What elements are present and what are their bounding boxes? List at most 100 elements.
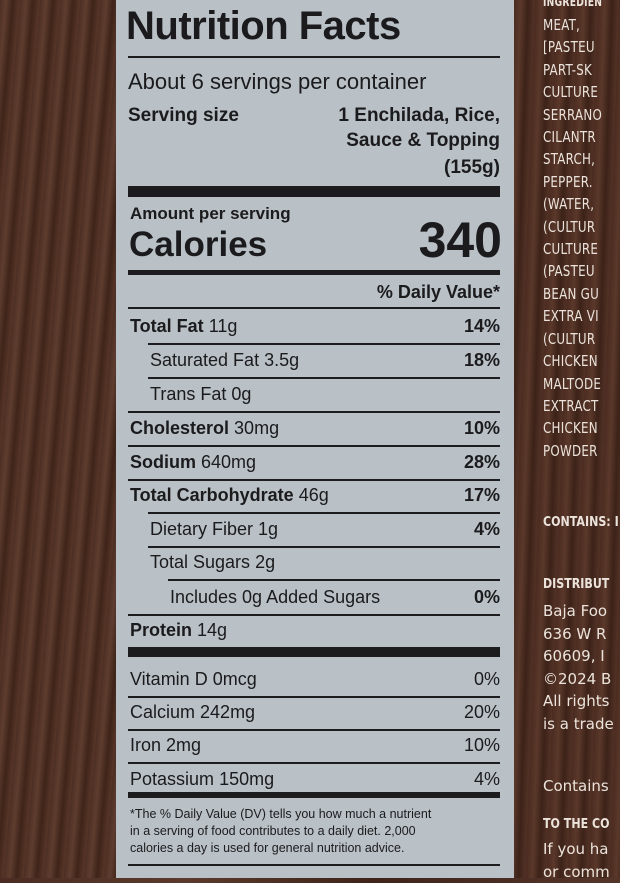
divider	[128, 411, 500, 413]
text-line: Baja Foo	[543, 600, 614, 623]
footnote-line: *The % Daily Value (DV) tells you how mu…	[130, 806, 431, 823]
serving-size-value-1: 1 Enchilada, Rice,	[338, 104, 500, 128]
divider	[128, 864, 500, 866]
text-line: (CULTUR	[543, 328, 602, 350]
vitamin-amount: 0mcg	[213, 669, 257, 689]
nutrient-amount: 1g	[258, 519, 278, 539]
nutrient-name: Saturated Fat	[150, 350, 259, 370]
divider	[128, 479, 500, 481]
nutrient-name: Total Carbohydrate	[130, 485, 294, 505]
text-line: If you ha	[543, 838, 610, 861]
text-line: EXTRACT	[543, 395, 602, 417]
nutrient-name: Cholesterol	[130, 418, 229, 438]
nutrient-name: Protein	[130, 620, 192, 640]
text-line: (PASTEU	[543, 260, 602, 282]
text-line: (WATER,	[543, 193, 602, 215]
divider	[128, 696, 500, 698]
amount-per-serving: Amount per serving	[130, 203, 291, 225]
footnote-line: in a serving of food contributes to a da…	[130, 823, 431, 840]
nutrient-amount: 2g	[255, 552, 275, 572]
vitamin-amount: 242mg	[200, 702, 255, 722]
nutrient-amount: 14g	[197, 620, 227, 640]
vitamin-amount: 150mg	[219, 769, 274, 789]
nutrient-daily-value: 28%	[464, 450, 500, 474]
nutrient-name: Sodium	[130, 452, 196, 472]
nutrient-name: Total Fat	[130, 316, 204, 336]
nutrient-row: Total Fat 11g 14%	[130, 314, 500, 338]
divider	[148, 546, 500, 548]
nutrient-name: Total Sugars	[150, 552, 250, 572]
calories-label: Calories	[129, 224, 267, 266]
nutrient-amount: 46g	[299, 485, 329, 505]
text-line: (CULTUR	[543, 216, 602, 238]
text-line: INGREDIEN	[543, 0, 602, 8]
nutrient-daily-value: 10%	[464, 416, 500, 440]
vitamin-amount: 2mg	[166, 735, 201, 755]
vitamin-row: Vitamin D 0mcg 0%	[130, 667, 500, 691]
divider	[128, 614, 500, 616]
nutrient-amount: 3.5g	[264, 350, 299, 370]
divider	[128, 307, 500, 309]
text-line: PEPPER.	[543, 171, 602, 193]
vitamin-name: Iron	[130, 735, 161, 755]
divider	[128, 445, 500, 447]
wood-background-left	[0, 0, 116, 878]
text-line: EXTRA VI	[543, 305, 602, 327]
divider	[128, 729, 500, 731]
servings-per-container: About 6 servings per container	[128, 68, 426, 96]
text-line: is a trade	[543, 713, 614, 736]
nutrient-name: Dietary Fiber	[150, 519, 253, 539]
thick-divider	[128, 647, 500, 657]
text-line: 60609, I	[543, 645, 614, 668]
text-line: SERRANO	[543, 104, 602, 126]
nutrient-row: Trans Fat 0g	[130, 382, 500, 406]
divider	[168, 579, 500, 581]
nutrient-amount: 0g	[231, 384, 251, 404]
nutrient-name: Trans Fat	[150, 384, 226, 404]
nutrient-daily-value: 18%	[464, 348, 500, 372]
text-line: All rights	[543, 690, 614, 713]
serving-size-value-3: (155g)	[444, 156, 500, 180]
vitamin-name: Vitamin D	[130, 669, 208, 689]
text-line: MALTODE	[543, 373, 602, 395]
distributor-heading: DISTRIBUT	[543, 574, 609, 597]
daily-value-header: % Daily Value*	[377, 280, 500, 304]
nutrient-daily-value: 14%	[464, 314, 500, 338]
divider	[148, 512, 500, 514]
nutrient-row: Total Carbohydrate 46g 17%	[130, 483, 500, 507]
nutrient-amount: 11g	[209, 316, 238, 336]
nutrient-daily-value: 0%	[474, 585, 500, 609]
vitamin-daily-value: 4%	[474, 767, 500, 791]
nutrient-daily-value: 17%	[464, 483, 500, 507]
serving-size-label: Serving size	[128, 104, 239, 128]
vitamin-name: Calcium	[130, 702, 195, 722]
text-line: CHICKEN	[543, 350, 602, 372]
footnote: *The % Daily Value (DV) tells you how mu…	[130, 806, 431, 857]
vitamin-name: Potassium	[130, 769, 214, 789]
text-line: BEAN GU	[543, 283, 602, 305]
nutrient-amount: 640mg	[201, 452, 256, 472]
medium-divider	[128, 792, 500, 798]
calories-value: 340	[419, 212, 502, 268]
nutrient-row: Saturated Fat 3.5g 18%	[130, 348, 500, 372]
text-line: CILANTR	[543, 126, 602, 148]
text-line: [PASTEU	[543, 36, 602, 58]
medium-divider	[128, 270, 500, 275]
divider	[148, 377, 500, 379]
vitamin-daily-value: 20%	[464, 700, 500, 724]
text-line: CULTURE	[543, 81, 602, 103]
text-line: or comm	[543, 861, 610, 883]
text-line: MEAT,	[543, 14, 602, 36]
consumer-heading: TO THE CO	[543, 814, 609, 837]
vitamin-daily-value: 0%	[474, 667, 500, 691]
vitamin-row: Potassium 150mg 4%	[130, 767, 500, 791]
serving-size-value-2: Sauce & Topping	[346, 129, 500, 153]
nutrient-name: Includes 0g Added Sugars	[170, 587, 380, 607]
text-line: 636 W R	[543, 623, 614, 646]
